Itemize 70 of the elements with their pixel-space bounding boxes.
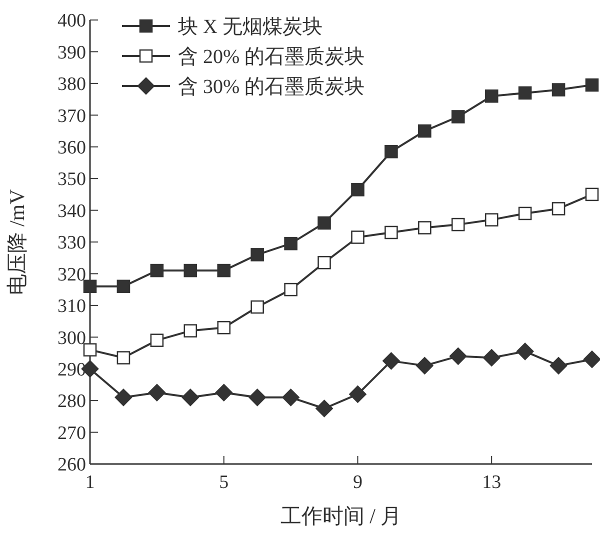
point [518,206,532,220]
legend-label: 含 20% 的石墨质炭块 [178,46,365,68]
legend-label: 含 30% 的石墨质炭块 [178,76,365,98]
x-tick-label: 13 [482,472,502,493]
point [182,388,200,406]
point [284,236,298,250]
point [482,349,500,366]
point [83,343,97,356]
point [215,384,233,402]
y-tick-label: 280 [58,391,86,412]
point [282,388,300,406]
point [250,300,264,314]
y-tick-label: 320 [58,264,86,286]
x-axis-title: 工作时间 / 月 [280,504,402,528]
point [248,388,266,406]
y-tick-label: 360 [58,138,86,159]
y-tick-label: 370 [58,106,86,127]
point [382,352,400,370]
point [583,350,600,368]
point [150,264,164,278]
point [184,264,198,278]
point [284,282,298,296]
point [217,320,231,334]
x-tick-label: 5 [219,472,229,493]
point [116,351,130,364]
point [418,221,432,234]
legend-label: 块 X 无烟煤炭块 [177,16,322,38]
y-tick-label: 340 [58,200,86,222]
point [552,202,566,216]
y-tick-label: 260 [58,454,86,476]
point [148,384,166,402]
y-tick-label: 310 [58,296,86,318]
point [552,83,566,96]
y-tick-label: 390 [58,42,86,64]
point [318,216,331,230]
point [384,144,398,158]
point [518,86,532,100]
point [585,78,599,92]
point [384,226,398,240]
y-tick-label: 350 [58,169,86,190]
point [349,386,366,403]
point [150,334,164,347]
point [516,342,534,360]
y-tick-label: 330 [58,232,86,254]
y-tick-label: 270 [58,422,86,444]
x-tick-label: 9 [352,472,362,493]
point [449,348,467,365]
point [351,183,364,196]
point [318,256,331,270]
point [416,357,434,374]
point [184,324,198,338]
point [217,264,231,278]
point [418,124,432,138]
y-tick-label: 300 [58,328,86,349]
y-axis-title: 电压降 /mV [5,189,29,295]
point [316,400,333,418]
point [116,280,130,294]
x-tick-label: 1 [85,472,95,493]
y-tick-label: 380 [58,74,86,96]
point [114,388,132,406]
point [484,89,498,103]
point [451,110,465,124]
point [585,188,599,202]
point [451,218,465,232]
point [484,213,498,226]
point [250,248,264,262]
point [550,357,568,374]
point [83,280,97,294]
y-tick-label: 400 [58,10,86,32]
point [351,230,364,244]
